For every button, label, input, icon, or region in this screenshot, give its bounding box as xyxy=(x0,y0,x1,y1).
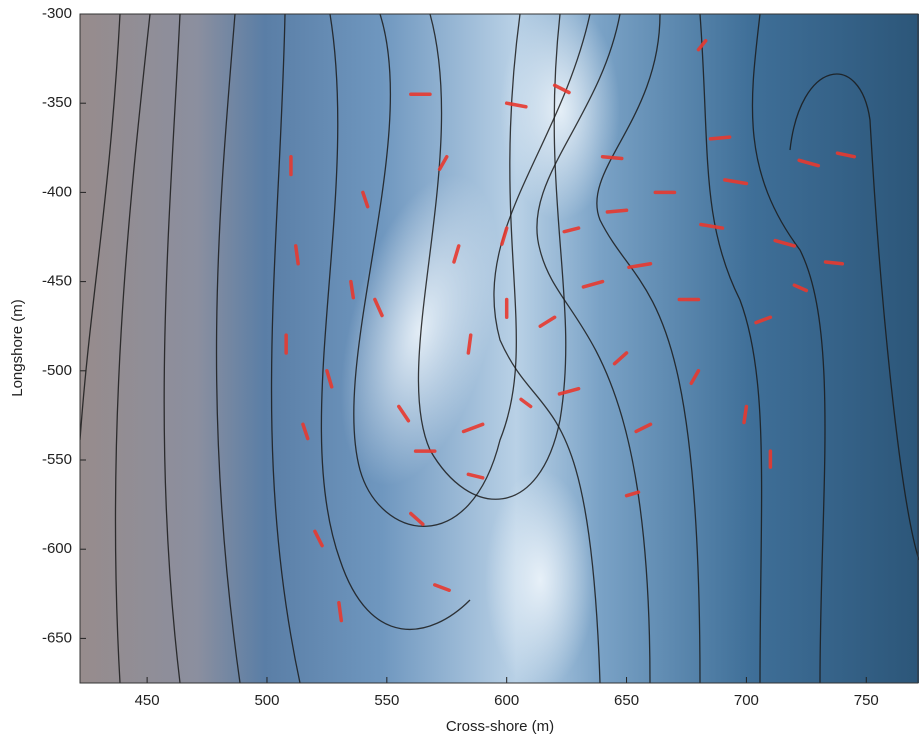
x-tick-label: 650 xyxy=(614,692,639,709)
flow-vector xyxy=(603,157,622,159)
x-tick-label: 450 xyxy=(135,692,160,709)
x-axis-label: Cross-shore (m) xyxy=(446,718,554,735)
x-tick-label: 500 xyxy=(254,692,279,709)
y-tick-label: -300 xyxy=(42,5,72,22)
flow-vector xyxy=(468,335,470,353)
flow-vector xyxy=(744,406,746,422)
plot-background xyxy=(80,0,919,690)
y-axis-label: Longshore (m) xyxy=(9,299,26,397)
chart: Cross-shore (m) Longshore (m) 450 500 550 6… xyxy=(0,0,919,739)
flow-vector xyxy=(351,282,353,298)
page: Cross-shore (m) Longshore (m) 450 500 550 6… xyxy=(0,0,919,744)
flow-vector xyxy=(339,603,341,621)
y-tick-label: -450 xyxy=(42,273,72,290)
x-tick-label: 600 xyxy=(494,692,519,709)
y-tick-label: -500 xyxy=(42,362,72,379)
y-tick-label: -400 xyxy=(42,183,72,200)
y-tick-label: -350 xyxy=(42,94,72,111)
x-tick-label: 750 xyxy=(854,692,879,709)
y-tick-label: -650 xyxy=(42,629,72,646)
y-tick-label: -550 xyxy=(42,451,72,468)
y-tick-label: -600 xyxy=(42,540,72,557)
flow-vector xyxy=(296,246,298,264)
x-tick-label: 700 xyxy=(734,692,759,709)
flow-vector xyxy=(607,210,626,212)
flow-vector xyxy=(826,262,843,264)
x-tick-label: 550 xyxy=(374,692,399,709)
flow-vector xyxy=(710,137,729,139)
